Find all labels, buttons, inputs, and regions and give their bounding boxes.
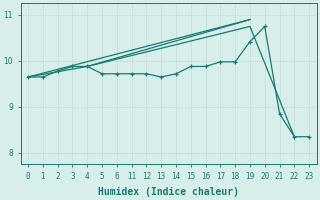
X-axis label: Humidex (Indice chaleur): Humidex (Indice chaleur): [98, 186, 239, 197]
